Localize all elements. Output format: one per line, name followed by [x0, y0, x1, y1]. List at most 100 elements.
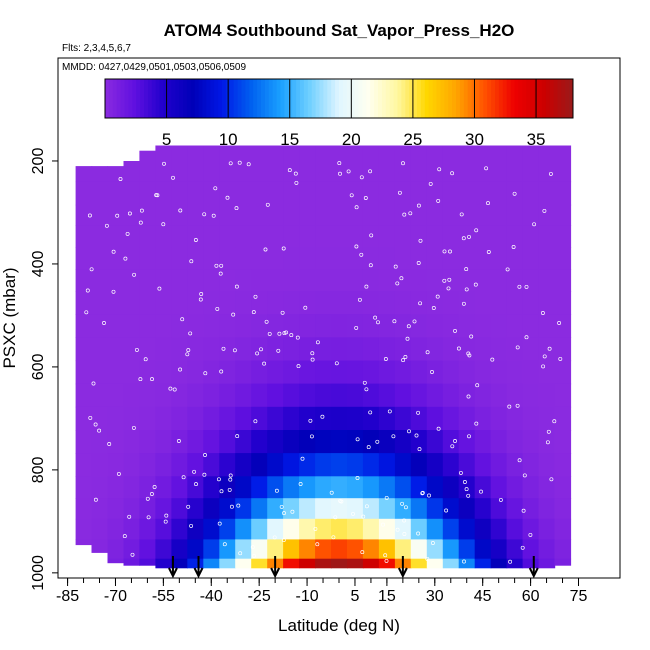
heatmap-cell	[315, 181, 332, 206]
colorbar-segment	[198, 79, 203, 118]
colorbar-segment	[124, 79, 129, 118]
sample-point	[193, 238, 198, 242]
heatmap-cell	[155, 539, 172, 560]
colorbar-segment	[186, 79, 192, 118]
colorbar-segment	[214, 79, 219, 118]
heatmap-cell	[331, 406, 348, 431]
y-tick-label: 200	[30, 148, 47, 175]
heatmap-cell	[251, 406, 268, 431]
colorbar-segment	[245, 79, 250, 118]
heatmap-cell	[235, 204, 252, 226]
colorbar-segment	[323, 79, 328, 118]
colorbar-segment	[171, 79, 176, 118]
heatmap-cell	[394, 498, 412, 520]
heatmap-cell	[187, 453, 204, 477]
sample-point	[89, 267, 94, 272]
heatmap-cell	[219, 337, 236, 362]
sample-point	[425, 350, 430, 355]
heatmap-cell	[490, 314, 508, 338]
colorbar-segment	[518, 79, 523, 118]
colorbar-segment	[413, 79, 418, 118]
heatmap-cell	[283, 539, 300, 560]
heatmap-cell	[554, 498, 572, 520]
heatmap-cell	[75, 225, 93, 248]
colorbar-segment	[483, 79, 488, 118]
heatmap-cell	[187, 406, 204, 431]
heatmap-cell	[394, 453, 412, 477]
heatmap-cell	[347, 247, 364, 270]
heatmap-cell	[538, 181, 556, 206]
sample-point	[313, 526, 318, 531]
heatmap-cell	[331, 453, 348, 477]
heatmap-cell	[362, 518, 380, 540]
colorbar-segment	[327, 79, 332, 118]
profile-arrow	[270, 556, 281, 579]
profile-arrow-head	[528, 567, 539, 579]
colorbar-segment	[284, 79, 289, 118]
sample-point	[458, 470, 463, 475]
colorbar-segment	[569, 79, 574, 118]
heatmap-cell	[267, 247, 284, 270]
heatmap-cell	[219, 145, 236, 183]
heatmap-cell	[490, 291, 508, 315]
sample-point	[280, 310, 285, 315]
profile-arrow	[168, 556, 178, 579]
heatmap-cell	[91, 430, 109, 454]
heatmap-cell	[394, 383, 412, 408]
heatmap-cell	[75, 181, 93, 206]
sample-point	[355, 476, 360, 480]
heatmap-cell	[506, 145, 524, 183]
heatmap-cell	[410, 453, 428, 477]
heatmap-cell	[442, 430, 460, 454]
heatmap-cell	[203, 360, 220, 385]
sample-point	[310, 351, 315, 356]
heatmap-cell	[362, 476, 380, 499]
heatmap-cell	[187, 225, 204, 248]
heatmap-cell	[394, 145, 412, 183]
heatmap-cell	[139, 269, 156, 292]
heatmap-cell	[331, 360, 348, 385]
sample-point	[186, 348, 191, 353]
heatmap-cell	[410, 539, 428, 560]
heatmap-cell	[426, 430, 444, 454]
sample-point	[296, 364, 301, 369]
heatmap-cell	[91, 204, 109, 226]
x-axis: -85 -70 -55 -40 -25 -10 5 15 30 45 60 75	[56, 578, 587, 605]
colorbar-segment	[436, 79, 441, 118]
sample-point	[364, 284, 369, 289]
heatmap-cell	[283, 518, 300, 540]
heatmap-cell	[283, 337, 300, 362]
profile-arrow-head	[397, 567, 408, 579]
heatmap-cell	[203, 558, 220, 569]
sample-point	[218, 271, 223, 276]
y-tick-label: 800	[30, 456, 47, 483]
heatmap-cell	[458, 269, 476, 292]
heatmap-cell	[347, 539, 364, 560]
heatmap-cell	[155, 558, 172, 569]
sample-point	[446, 286, 451, 291]
heatmap-cell	[506, 181, 524, 206]
heatmap-cell	[251, 225, 268, 248]
heatmap-cell	[347, 558, 364, 569]
heatmap-cell	[283, 247, 300, 270]
heatmap-cell	[187, 498, 204, 520]
heatmap-cell	[315, 430, 332, 454]
heatmap-cell	[378, 453, 396, 477]
heatmap-cell	[139, 360, 156, 385]
sample-point	[369, 233, 374, 238]
colorbar-segment	[374, 79, 379, 118]
heatmap-cell	[554, 518, 572, 540]
heatmap-cell	[267, 291, 284, 315]
sample-point	[298, 482, 303, 486]
heatmap-cell	[171, 498, 188, 520]
heatmap-cell	[139, 539, 156, 560]
sample-point	[277, 331, 282, 336]
heatmap-cell	[378, 204, 396, 226]
heatmap-cell	[123, 269, 141, 292]
heatmap-cell	[331, 498, 348, 520]
heatmap-cell	[442, 225, 460, 248]
sample-point	[546, 429, 551, 434]
heatmap-cell	[139, 150, 156, 183]
heatmap-cell	[283, 145, 300, 183]
y-tick-label: 400	[30, 250, 47, 277]
